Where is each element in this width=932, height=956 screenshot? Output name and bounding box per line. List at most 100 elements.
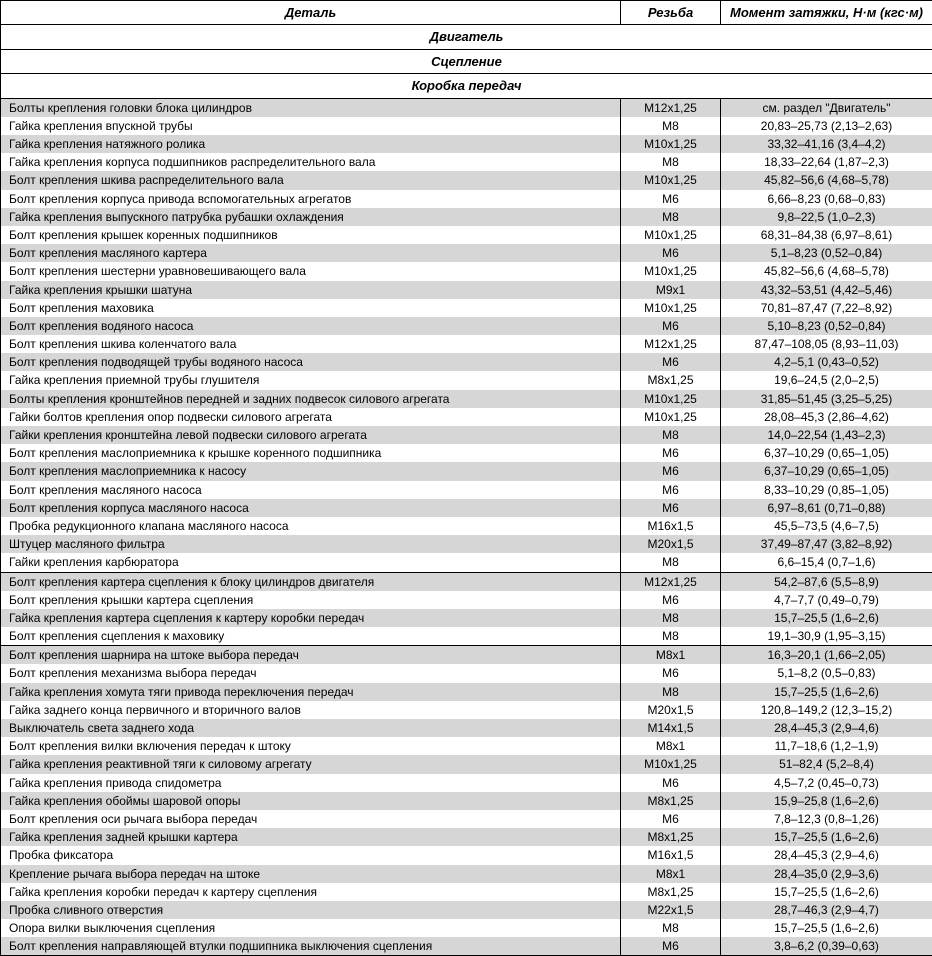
table-row: Гайка крепления реактивной тяги к силово… bbox=[1, 755, 932, 773]
cell-thread: М6 bbox=[621, 317, 721, 335]
cell-torque: 54,2–87,6 (5,5–8,9) bbox=[721, 572, 932, 591]
cell-detail: Болт крепления шарнира на штоке выбора п… bbox=[1, 646, 621, 665]
cell-torque: 15,9–25,8 (1,6–2,6) bbox=[721, 792, 932, 810]
table-row: Гайки крепления кронштейна левой подвеск… bbox=[1, 426, 932, 444]
cell-torque: 45,82–56,6 (4,68–5,78) bbox=[721, 171, 932, 189]
cell-torque: 15,7–25,5 (1,6–2,6) bbox=[721, 883, 932, 901]
cell-torque: 9,8–22,5 (1,0–2,3) bbox=[721, 208, 932, 226]
cell-thread: М8х1,25 bbox=[621, 828, 721, 846]
cell-thread: М12х1,25 bbox=[621, 335, 721, 353]
cell-thread: М6 bbox=[621, 481, 721, 499]
cell-thread: М6 bbox=[621, 244, 721, 262]
cell-detail: Гайка заднего конца первичного и вторичн… bbox=[1, 701, 621, 719]
table-row: Пробка фиксатораМ16х1,528,4–45,3 (2,9–4,… bbox=[1, 846, 932, 864]
cell-torque: 70,81–87,47 (7,22–8,92) bbox=[721, 299, 932, 317]
torque-table: Деталь Резьба Момент затяжки, Н·м (кгс·м… bbox=[0, 0, 932, 956]
cell-thread: М8 bbox=[621, 208, 721, 226]
cell-detail: Гайка крепления картера сцепления к карт… bbox=[1, 609, 621, 627]
cell-torque: см. раздел "Двигатель" bbox=[721, 98, 932, 117]
cell-detail: Болт крепления направляющей втулки подши… bbox=[1, 937, 621, 956]
cell-thread: М8 bbox=[621, 683, 721, 701]
cell-thread: М8х1 bbox=[621, 646, 721, 665]
cell-thread: М8х1,25 bbox=[621, 883, 721, 901]
cell-torque: 68,31–84,38 (6,97–8,61) bbox=[721, 226, 932, 244]
table-row: Болт крепления крышек коренных подшипник… bbox=[1, 226, 932, 244]
cell-thread: М8 bbox=[621, 627, 721, 646]
cell-detail: Крепление рычага выбора передач на штоке bbox=[1, 865, 621, 883]
table-row: Болт крепления вилки включения передач к… bbox=[1, 737, 932, 755]
cell-thread: М10х1,25 bbox=[621, 135, 721, 153]
table-row: Болт крепления маслоприемника к крышке к… bbox=[1, 444, 932, 462]
cell-thread: М6 bbox=[621, 664, 721, 682]
cell-thread: М8 bbox=[621, 553, 721, 572]
table-row: Штуцер масляного фильтраМ20х1,537,49–87,… bbox=[1, 535, 932, 553]
cell-torque: 16,3–20,1 (1,66–2,05) bbox=[721, 646, 932, 665]
table-row: Болт крепления сцепления к маховикуМ819,… bbox=[1, 627, 932, 646]
table-row: Гайки крепления карбюратораМ86,6–15,4 (0… bbox=[1, 553, 932, 572]
cell-torque: 37,49–87,47 (3,82–8,92) bbox=[721, 535, 932, 553]
header-thread: Резьба bbox=[621, 1, 721, 25]
section-title: Сцепление bbox=[1, 49, 932, 74]
cell-detail: Гайка крепления обоймы шаровой опоры bbox=[1, 792, 621, 810]
cell-torque: 11,7–18,6 (1,2–1,9) bbox=[721, 737, 932, 755]
cell-thread: М10х1,25 bbox=[621, 226, 721, 244]
table-row: Болт крепления крышки картера сцепленияМ… bbox=[1, 591, 932, 609]
cell-detail: Болт крепления маслоприемника к крышке к… bbox=[1, 444, 621, 462]
cell-thread: М20х1,5 bbox=[621, 701, 721, 719]
cell-torque: 28,4–45,3 (2,9–4,6) bbox=[721, 719, 932, 737]
cell-detail: Болт крепления маслоприемника к насосу bbox=[1, 462, 621, 480]
table-row: Гайка крепления привода спидометраМ64,5–… bbox=[1, 774, 932, 792]
table-row: Гайка крепления натяжного роликаМ10х1,25… bbox=[1, 135, 932, 153]
cell-detail: Гайка крепления коробки передач к картер… bbox=[1, 883, 621, 901]
table-row: Болт крепления механизма выбора передачМ… bbox=[1, 664, 932, 682]
cell-thread: М10х1,25 bbox=[621, 171, 721, 189]
table-row: Болт крепления направляющей втулки подши… bbox=[1, 937, 932, 956]
cell-detail: Выключатель света заднего хода bbox=[1, 719, 621, 737]
cell-detail: Болт крепления крышки картера сцепления bbox=[1, 591, 621, 609]
section-title: Коробка передач bbox=[1, 74, 932, 99]
cell-detail: Гайка крепления хомута тяги привода пере… bbox=[1, 683, 621, 701]
table-row: Гайка крепления приемной трубы глушителя… bbox=[1, 371, 932, 389]
cell-torque: 4,7–7,7 (0,49–0,79) bbox=[721, 591, 932, 609]
cell-detail: Болты крепления головки блока цилиндров bbox=[1, 98, 621, 117]
cell-thread: М8х1 bbox=[621, 865, 721, 883]
cell-detail: Гайки крепления карбюратора bbox=[1, 553, 621, 572]
cell-thread: М6 bbox=[621, 810, 721, 828]
cell-thread: М8 bbox=[621, 919, 721, 937]
table-row: Пробка редукционного клапана масляного н… bbox=[1, 517, 932, 535]
table-row: Болт крепления оси рычага выбора передач… bbox=[1, 810, 932, 828]
cell-torque: 28,4–35,0 (2,9–3,6) bbox=[721, 865, 932, 883]
cell-detail: Штуцер масляного фильтра bbox=[1, 535, 621, 553]
cell-detail: Гайка крепления привода спидометра bbox=[1, 774, 621, 792]
table-row: Болт крепления шкива распределительного … bbox=[1, 171, 932, 189]
table-row: Болт крепления подводящей трубы водяного… bbox=[1, 353, 932, 371]
cell-thread: М6 bbox=[621, 774, 721, 792]
cell-thread: М10х1,25 bbox=[621, 390, 721, 408]
cell-torque: 43,32–53,51 (4,42–5,46) bbox=[721, 281, 932, 299]
cell-thread: М16х1,5 bbox=[621, 517, 721, 535]
cell-torque: 4,5–7,2 (0,45–0,73) bbox=[721, 774, 932, 792]
table-row: Гайка крепления задней крышки картераМ8х… bbox=[1, 828, 932, 846]
cell-thread: М20х1,5 bbox=[621, 535, 721, 553]
cell-detail: Болт крепления шкива коленчатого вала bbox=[1, 335, 621, 353]
section-header: Коробка передач bbox=[1, 74, 932, 99]
cell-detail: Болт крепления крышек коренных подшипник… bbox=[1, 226, 621, 244]
header-torque: Момент затяжки, Н·м (кгс·м) bbox=[721, 1, 932, 25]
table-row: Болт крепления маслоприемника к насосуМ6… bbox=[1, 462, 932, 480]
cell-thread: М12х1,25 bbox=[621, 98, 721, 117]
cell-detail: Пробка редукционного клапана масляного н… bbox=[1, 517, 621, 535]
table-row: Гайка крепления коробки передач к картер… bbox=[1, 883, 932, 901]
cell-detail: Болт крепления механизма выбора передач bbox=[1, 664, 621, 682]
cell-thread: М10х1,25 bbox=[621, 755, 721, 773]
table-row: Болт крепления шестерни уравновешивающег… bbox=[1, 262, 932, 280]
table-row: Крепление рычага выбора передач на штоке… bbox=[1, 865, 932, 883]
cell-thread: М10х1,25 bbox=[621, 262, 721, 280]
cell-torque: 15,7–25,5 (1,6–2,6) bbox=[721, 919, 932, 937]
cell-thread: М6 bbox=[621, 353, 721, 371]
cell-thread: М8 bbox=[621, 426, 721, 444]
cell-thread: М6 bbox=[621, 937, 721, 956]
cell-detail: Болт крепления картера сцепления к блоку… bbox=[1, 572, 621, 591]
cell-detail: Болт крепления водяного насоса bbox=[1, 317, 621, 335]
table-row: Болт крепления шкива коленчатого валаМ12… bbox=[1, 335, 932, 353]
cell-detail: Болт крепления оси рычага выбора передач bbox=[1, 810, 621, 828]
